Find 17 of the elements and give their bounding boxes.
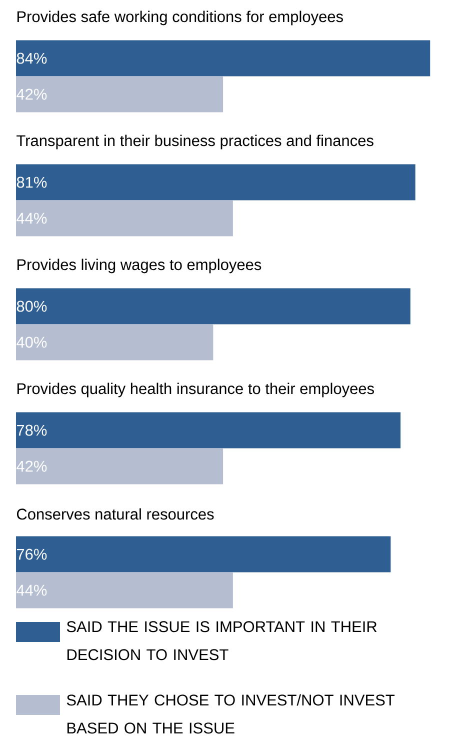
data-label: 80% [16,300,47,312]
data-label: 84% [16,52,47,64]
data-label: 44% [16,212,47,224]
legend-label: SAID THE ISSUE IS IMPORTANT IN THEIR DECISION TO INVEST [66,621,377,660]
data-label: 44% [16,584,47,596]
y-tick-label: Conserves natural resources [16,508,214,520]
data-label: 76% [16,548,47,560]
y-tick-label: Provides quality health insurance to their employees [17,382,374,398]
legend-label: SAID THEY CHOSE TO INVEST/NOT INVEST BASED ON THE ISSUE [66,694,395,734]
data-label: 81% [16,176,47,188]
data-label: 40% [16,336,47,348]
y-tick-label: Provides safe working conditions for employees [17,10,343,26]
data-label: 42% [16,460,47,472]
data-label: 78% [16,424,47,436]
y-tick-label: Provides living wages to employees [17,258,262,274]
data-label: 42% [16,88,47,100]
y-tick-label: Transparent in their business practices and finances [16,134,374,150]
